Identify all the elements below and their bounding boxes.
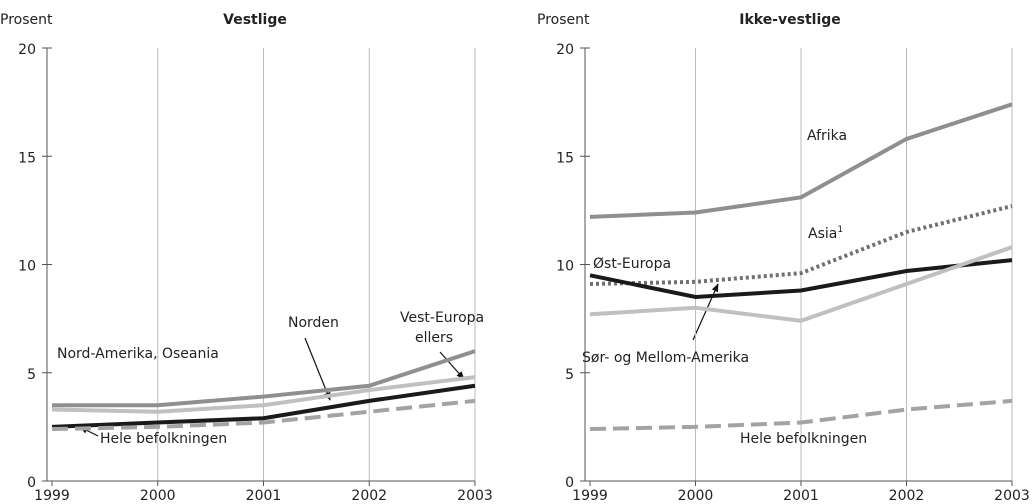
y-tick-label: 0 [27, 475, 36, 491]
series-label: Nord-Amerika, Oseania [57, 346, 219, 362]
x-tick-label: 2003 [457, 488, 493, 504]
arrow [692, 283, 719, 341]
series-line [589, 258, 1013, 299]
y-tick-label: 20 [556, 42, 574, 58]
y-axis-label: Prosent [0, 12, 53, 28]
x-tick-label: 2000 [678, 488, 714, 504]
x-tick-label: 2001 [783, 488, 819, 504]
series-line [51, 375, 476, 414]
chart-title: Vestlige [223, 12, 287, 28]
series-line [589, 204, 1013, 286]
x-tick-label: 2003 [994, 488, 1030, 504]
series-label: Vest-Europa ellers [400, 310, 484, 346]
y-tick-label: 15 [18, 150, 36, 166]
series-label: Øst-Europa [593, 256, 671, 272]
x-tick-label: 2002 [889, 488, 925, 504]
y-axis-label: Prosent [537, 12, 590, 28]
series-line [51, 398, 476, 432]
series-line [52, 349, 476, 408]
x-tick-label: 1999 [34, 488, 70, 504]
series-label: Norden [288, 315, 339, 331]
x-tick-label: 2002 [351, 488, 387, 504]
y-tick-label: 5 [27, 367, 36, 383]
label-line: Vest-Europa [400, 310, 484, 326]
series-label: Hele befolkningen [100, 431, 227, 447]
series-label: Sør- og Mellom-Amerika [582, 350, 749, 366]
footnote-mark: 1 [837, 225, 843, 235]
x-tick-label: 2001 [246, 488, 282, 504]
y-tick-label: 10 [556, 259, 574, 275]
y-tick-label: 0 [565, 475, 574, 491]
y-tick-label: 20 [18, 42, 36, 58]
x-tick-label: 2000 [140, 488, 176, 504]
chart-title: Ikke-vestlige [739, 12, 841, 28]
y-tick-label: 5 [565, 367, 574, 383]
label-line: ellers [415, 330, 453, 346]
series-line [589, 102, 1013, 219]
series-label: Hele befolkningen [740, 431, 867, 447]
y-tick-label: 15 [556, 150, 574, 166]
x-tick-label: 1999 [572, 488, 608, 504]
arrow [439, 351, 465, 380]
y-tick-label: 10 [18, 259, 36, 275]
series-line [589, 245, 1013, 323]
series-line [51, 383, 476, 429]
series-line [589, 398, 1013, 432]
series-label: Afrika [807, 128, 847, 144]
series-label: Asia1 [808, 225, 843, 242]
